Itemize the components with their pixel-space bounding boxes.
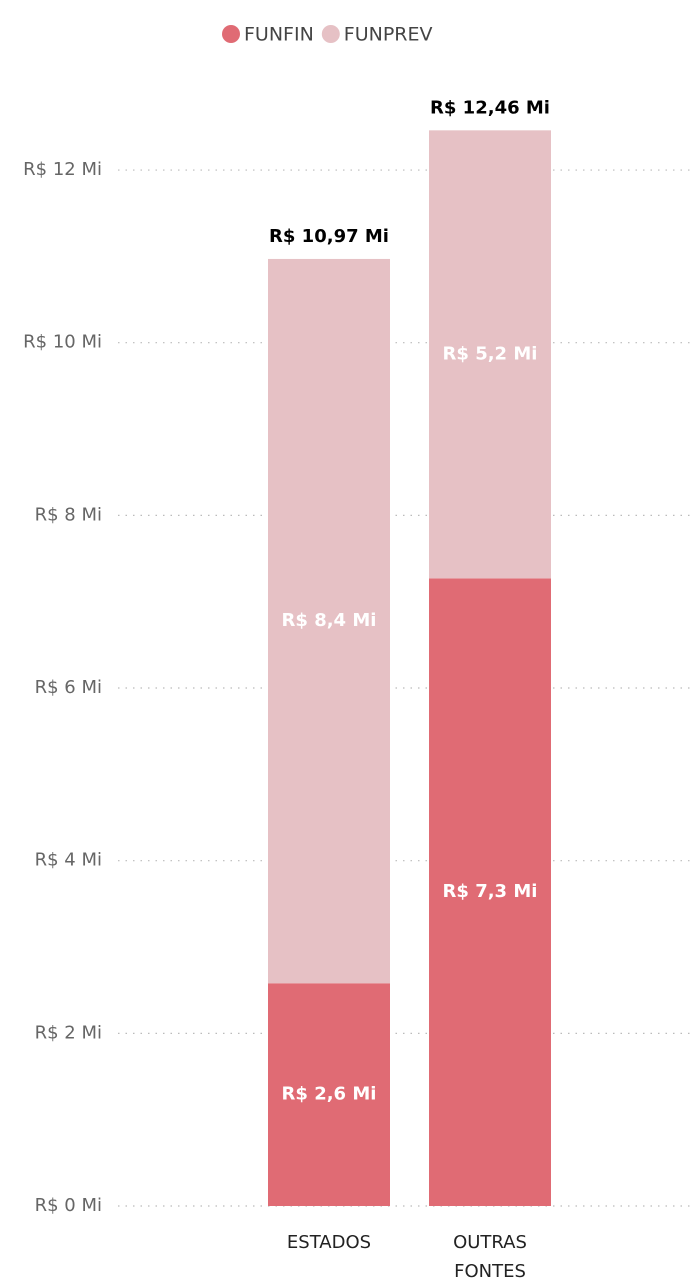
- legend-swatch: [222, 25, 240, 43]
- bar-segment: [268, 983, 390, 1206]
- total-label: R$ 12,46 Mi: [430, 97, 550, 118]
- y-tick-label: R$ 0 Mi: [35, 1195, 102, 1216]
- value-label: R$ 5,2 Mi: [443, 343, 538, 364]
- x-tick-label: OUTRAS FONTES: [453, 1232, 527, 1282]
- legend-swatch: [321, 25, 340, 43]
- bar-segment: [429, 578, 551, 1206]
- y-tick-label: R$ 6 Mi: [35, 677, 102, 698]
- y-tick-label: R$ 8 Mi: [35, 504, 102, 525]
- y-tick-label: R$ 12 Mi: [23, 159, 102, 180]
- legend-label: FUNFIN: [244, 24, 314, 46]
- value-label: R$ 8,4 Mi: [282, 610, 377, 631]
- total-label: R$ 10,97 Mi: [269, 226, 389, 247]
- value-label: R$ 2,6 Mi: [282, 1084, 377, 1105]
- y-tick-label: R$ 4 Mi: [35, 850, 102, 871]
- y-tick-label: R$ 10 Mi: [23, 332, 102, 353]
- value-label: R$ 7,3 Mi: [443, 881, 538, 902]
- legend-label: FUNPREV: [344, 24, 433, 46]
- bar-segment: [429, 130, 551, 579]
- y-tick-label: R$ 2 Mi: [35, 1022, 102, 1043]
- bar-segment: [268, 258, 390, 984]
- x-tick-label: ESTADOS: [286, 1232, 372, 1253]
